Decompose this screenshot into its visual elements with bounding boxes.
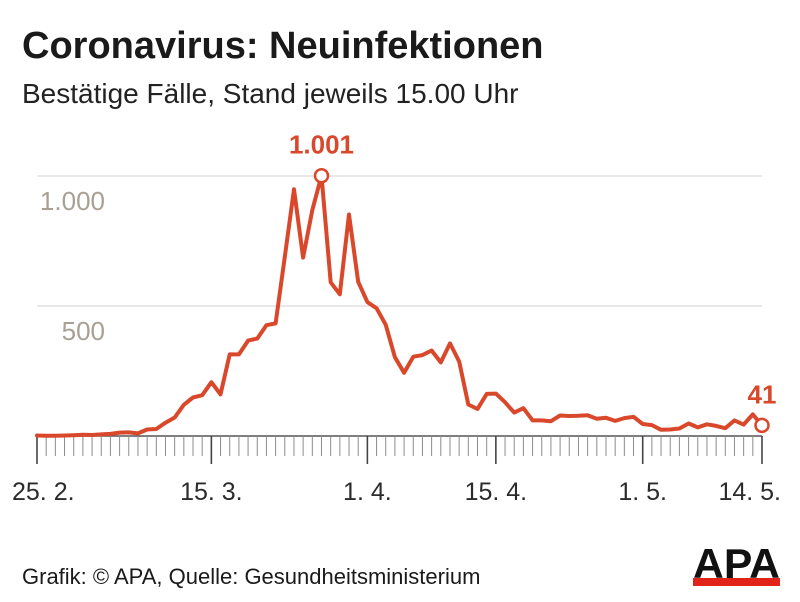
gridlines xyxy=(37,175,762,307)
x-tick-label: 1. 4. xyxy=(343,478,392,506)
chart-subtitle: Bestätige Fälle, Stand jeweils 15.00 Uhr xyxy=(22,78,519,109)
latest-value-label: 41 xyxy=(748,379,777,409)
x-tick-label: 1. 5. xyxy=(618,478,667,506)
y-tick-label-500: 500 xyxy=(62,316,105,346)
chart-title: Coronavirus: Neuinfektionen xyxy=(22,25,544,67)
apa-logo: APA xyxy=(693,540,780,587)
y-tick-label-1000: 1.000 xyxy=(40,186,105,216)
annotations: 1.001 41 xyxy=(289,130,777,434)
x-tick-label: 14. 5. xyxy=(718,478,781,506)
x-tick-label: 15. 4. xyxy=(465,478,528,506)
x-tick-label: 25. 2. xyxy=(12,478,75,506)
x-tick-marks xyxy=(36,436,763,464)
peak-marker xyxy=(313,167,330,184)
series-line-new-infections xyxy=(35,173,764,438)
logo-red-bar xyxy=(693,578,780,586)
source-credit: Grafik: © APA, Quelle: Gesundheitsminist… xyxy=(22,564,480,589)
y-tick-labels: 500 1.000 xyxy=(40,186,105,346)
x-tick-labels: 25. 2. 15. 3. 1. 4. 15. 4. 1. 5. 14. 5. xyxy=(12,478,781,506)
x-tick-label: 15. 3. xyxy=(180,478,243,506)
peak-value-label: 1.001 xyxy=(289,130,354,160)
latest-value-marker xyxy=(754,417,770,434)
